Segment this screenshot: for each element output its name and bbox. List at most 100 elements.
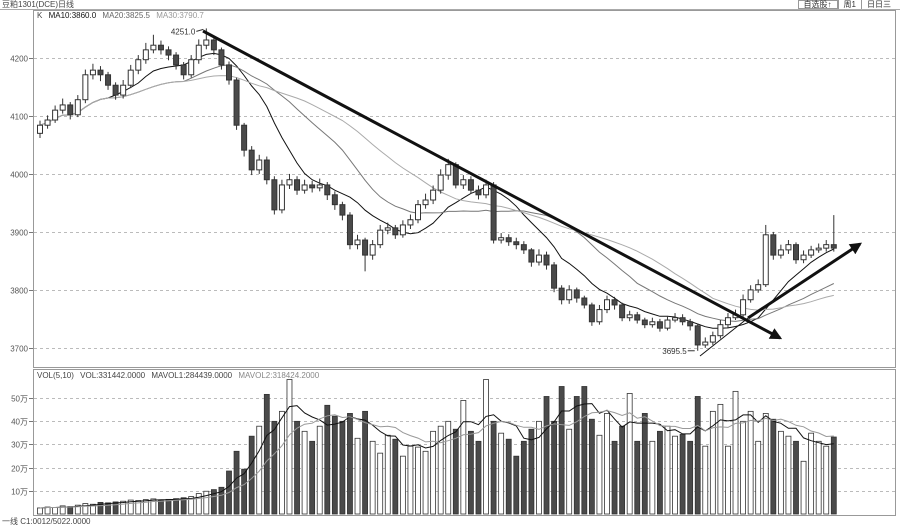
watchlist-button[interactable]: 自选股↑: [797, 0, 838, 9]
candle-body-down: [679, 317, 686, 323]
price-tick-label: 4100: [10, 113, 28, 122]
volume-bar-up: [52, 507, 59, 515]
volume-bar-down: [505, 438, 512, 515]
footer-status: 一线 C1:0012/5022.0000: [2, 517, 91, 526]
volume-bar-up: [422, 450, 429, 515]
volume-bar-down: [271, 420, 278, 515]
volume-tick-label: 10万: [11, 488, 28, 497]
volume-tick-label: 50万: [11, 395, 28, 404]
candle-body-up: [377, 229, 384, 246]
candle: [823, 240, 830, 252]
volume-bar-up: [709, 410, 716, 515]
volume-bar-up: [127, 499, 134, 515]
legend-vol: VOL(5,10): [37, 371, 74, 380]
candle: [294, 176, 301, 195]
volume-bar-up: [188, 496, 195, 515]
candle-body-down: [770, 234, 777, 256]
volume-bar-up: [120, 500, 127, 515]
volume-bar-up: [203, 490, 210, 515]
candle: [362, 237, 369, 272]
candle: [619, 302, 626, 322]
candle: [392, 224, 399, 239]
candle: [830, 215, 837, 252]
price-legend: K MA10:3860.0 MA20:3825.5 MA30:3790.7: [37, 11, 208, 20]
candle-body-up: [717, 324, 724, 337]
candle-body-down: [634, 314, 641, 321]
volume-bar-up: [740, 420, 746, 515]
volume-bar-up: [566, 428, 573, 515]
volume-legend: VOL(5,10) VOL:331442.0000 MAVOL1:284439.…: [37, 371, 323, 380]
price-tick-label: 3700: [10, 345, 28, 354]
volume-bar-up: [286, 379, 293, 515]
volume-bar-down: [218, 486, 225, 515]
candle: [44, 115, 51, 129]
price-tick-label: 4200: [10, 55, 28, 64]
candle-body-up: [422, 199, 429, 206]
volume-bar-up: [702, 445, 709, 515]
volume-bar-up: [90, 503, 96, 515]
uptrend-arrow: [747, 242, 863, 320]
candle-body-down: [505, 237, 512, 243]
volume-bar-up: [430, 430, 437, 515]
candle-body-up: [747, 289, 754, 301]
candle: [656, 318, 663, 332]
candle: [112, 82, 119, 100]
candle: [218, 47, 225, 70]
candle-body-up: [460, 179, 467, 186]
candle: [422, 193, 429, 209]
price-tick-label: 4000: [10, 171, 28, 180]
price-ma-lines: [39, 52, 835, 329]
candle-body-down: [687, 321, 694, 327]
view-toggle-button[interactable]: 日日三: [861, 0, 896, 9]
volume-bar-down: [641, 413, 648, 515]
volume-bar-down: [392, 438, 399, 515]
candle: [316, 178, 323, 192]
volume-bar-up: [407, 445, 414, 515]
volume-bar-down: [830, 436, 837, 515]
price-annotations: 4251.0 3695.5: [171, 27, 695, 356]
candle-body-up: [407, 219, 414, 226]
volume-bar-up: [384, 434, 391, 515]
candle-body-down: [793, 244, 799, 261]
candle-body-down: [226, 64, 232, 81]
candle: [188, 55, 195, 78]
volume-bar-up: [483, 379, 489, 515]
volume-bar-up: [399, 455, 406, 515]
volume-bar-up: [377, 452, 384, 515]
candle: [777, 244, 784, 259]
candle: [384, 222, 391, 235]
volume-bar-up: [823, 445, 830, 515]
volume-bar-down: [551, 420, 557, 515]
volume-bar-up: [82, 503, 89, 515]
candle-body-up: [777, 249, 784, 256]
volume-bar-up: [732, 390, 739, 515]
candle: [165, 46, 172, 61]
mavol10-line: [39, 410, 834, 509]
downtrend-arrow: [202, 29, 783, 340]
volume-bar-up: [59, 505, 66, 515]
candle-body-down: [263, 159, 270, 181]
candle: [475, 185, 482, 200]
candle-body-up: [740, 299, 747, 316]
candle-body-up: [596, 309, 603, 323]
candle: [369, 240, 376, 260]
candle: [611, 296, 618, 310]
candle-body-down: [165, 49, 172, 56]
candle-body-down: [180, 64, 187, 76]
candle: [687, 318, 694, 331]
candle-body-down: [157, 44, 164, 51]
period-button[interactable]: 周1: [837, 0, 861, 9]
candle: [770, 231, 777, 260]
candle: [127, 64, 134, 89]
volume-bar-down: [793, 440, 799, 515]
candle-body-down: [694, 325, 701, 346]
candle: [415, 200, 421, 224]
high-label-pointer: [196, 28, 204, 32]
candle: [248, 146, 255, 176]
candle-body-up: [384, 227, 391, 231]
candle: [286, 173, 293, 189]
volume-bar-down: [309, 440, 316, 515]
candle-body-down: [619, 304, 626, 319]
candle-body-up: [762, 234, 769, 286]
volume-bar-up: [460, 400, 467, 515]
